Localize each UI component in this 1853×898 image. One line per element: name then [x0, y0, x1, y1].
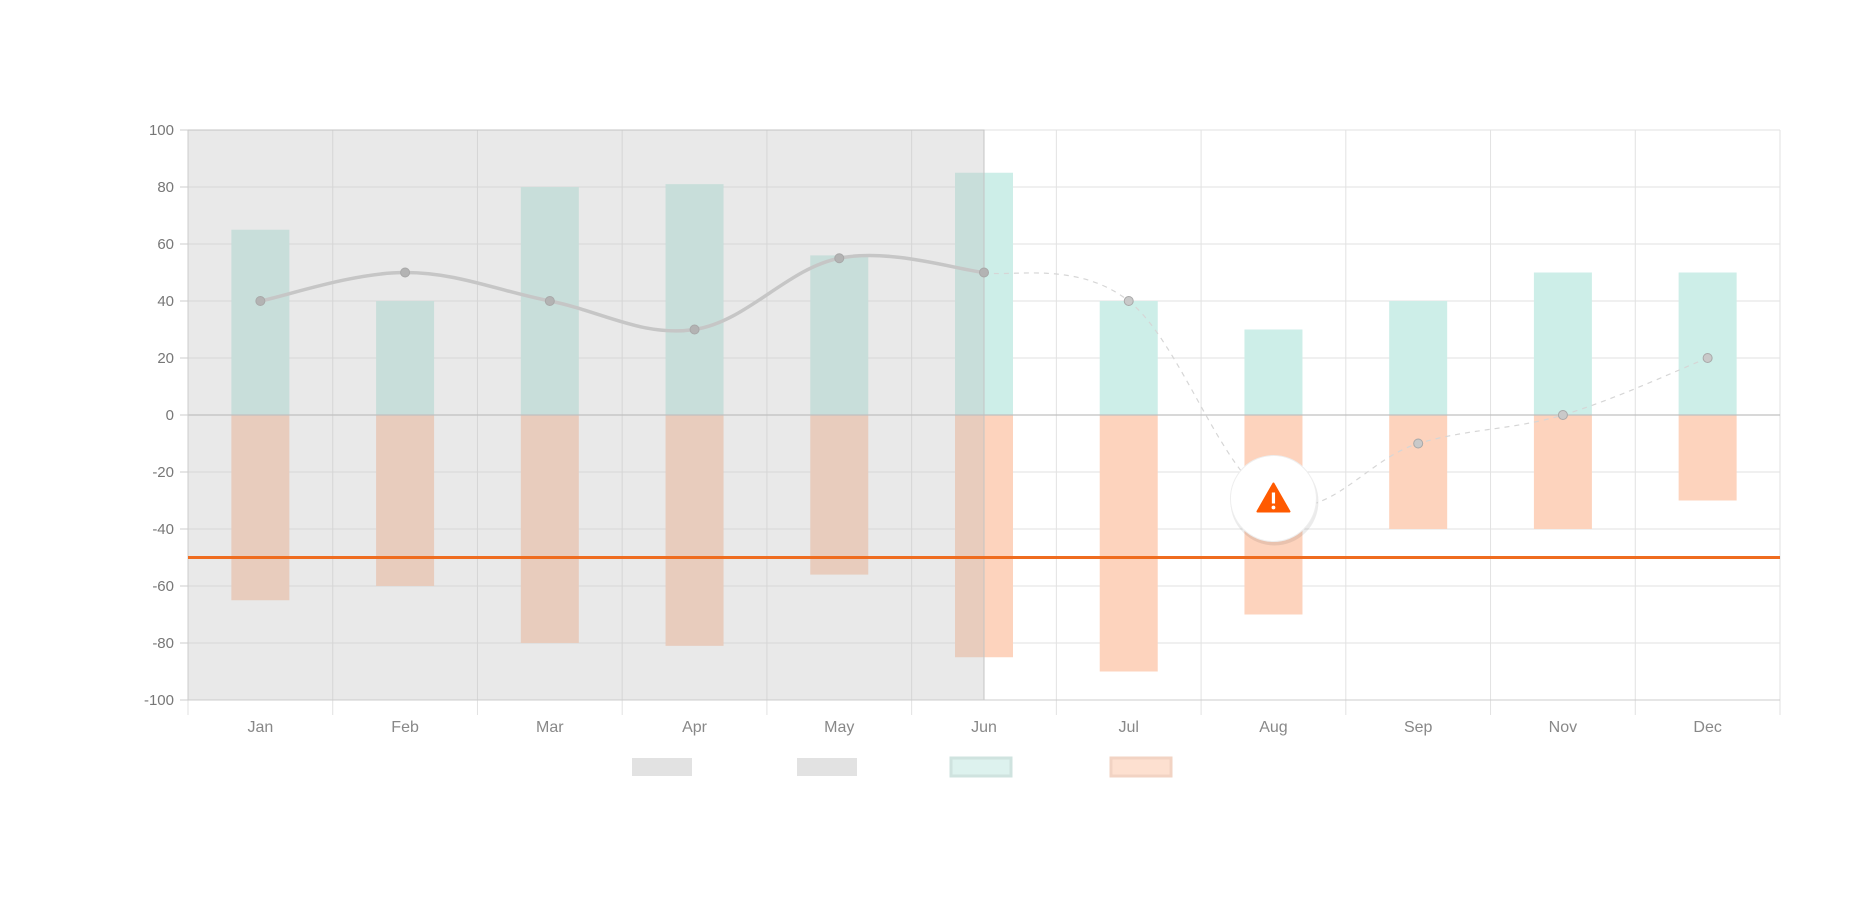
bar-negative	[1389, 415, 1448, 529]
line-point	[1557, 410, 1568, 420]
x-tick-label: Jul	[1119, 719, 1139, 736]
line-dashed	[983, 271, 1708, 507]
x-tick-label: Dec	[1693, 719, 1721, 736]
y-tick-label: 80	[157, 179, 174, 196]
bar-negative	[231, 415, 290, 601]
bar-negative	[665, 415, 724, 646]
bar-positive	[231, 229, 290, 415]
x-tick-label: Mar	[536, 719, 564, 736]
y-tick-label: -60	[152, 578, 174, 595]
x-tick-label: May	[824, 719, 854, 736]
y-tick-label: 40	[157, 293, 174, 310]
bar-negative	[520, 415, 579, 643]
bar-positive	[1678, 272, 1737, 415]
bar-negative	[1099, 415, 1158, 672]
y-tick-label: -80	[152, 635, 174, 652]
legend-swatch	[632, 758, 692, 776]
x-tick-label: Sep	[1404, 719, 1433, 736]
bar-positive	[665, 184, 724, 415]
bar-positive	[1244, 329, 1303, 415]
line-point	[834, 253, 845, 264]
bar-negative	[1678, 415, 1737, 501]
line-point	[979, 267, 989, 278]
x-tick-label: Apr	[682, 719, 708, 736]
warning-icon-bar	[1271, 492, 1276, 504]
y-tick-label: 0	[166, 407, 174, 424]
bar-positive	[1389, 301, 1448, 415]
line-point	[1702, 353, 1713, 363]
line-solid	[260, 253, 985, 333]
line-point	[1123, 296, 1134, 306]
legend-swatch	[949, 756, 1013, 778]
bar-positive	[376, 301, 435, 415]
line-point	[400, 267, 411, 278]
y-tick-label: 20	[157, 350, 174, 367]
legend-swatch	[1109, 756, 1173, 778]
bar-positive	[1099, 301, 1158, 415]
line-point	[255, 296, 266, 306]
x-tick-label: Nov	[1549, 719, 1577, 736]
bar-positive	[810, 255, 869, 415]
y-tick-label: 100	[149, 122, 174, 139]
x-tick-label: Feb	[391, 719, 419, 736]
bar-negative	[1533, 415, 1592, 529]
x-tick-label: Jun	[971, 719, 997, 736]
y-tick-label: -20	[152, 464, 174, 481]
line-point	[1413, 438, 1424, 449]
legend-swatch	[797, 758, 857, 776]
line-point	[689, 324, 700, 335]
x-tick-label: Aug	[1259, 719, 1287, 736]
bar-negative	[810, 415, 869, 575]
warning-icon-dot	[1271, 505, 1276, 510]
y-tick-label: 60	[157, 236, 174, 253]
y-tick-label: -40	[152, 521, 174, 538]
line-point	[544, 296, 555, 306]
x-tick-label: Jan	[247, 719, 273, 736]
y-tick-label: -100	[144, 692, 174, 709]
bar-positive	[1533, 272, 1592, 415]
